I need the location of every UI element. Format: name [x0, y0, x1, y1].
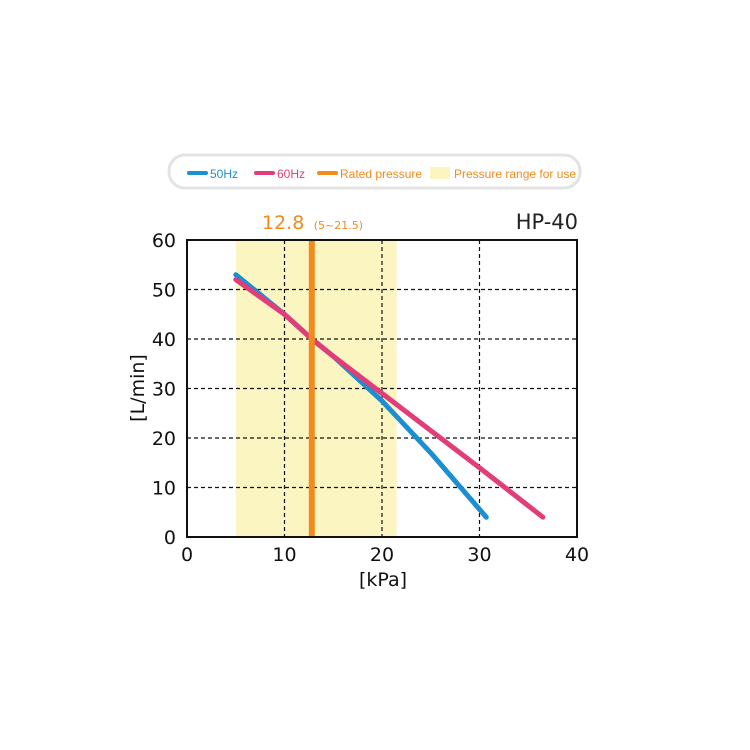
- legend-swatch-range: [430, 167, 450, 179]
- x-tick-label: 0: [181, 544, 193, 566]
- tick-labels: 0 10 20 30 40 0 10 20 30 40 50 60: [152, 230, 589, 566]
- legend-label: Rated pressure: [340, 167, 422, 181]
- y-tick-label: 0: [164, 527, 176, 549]
- series-layer: [233, 272, 546, 520]
- y-tick-label: 10: [152, 478, 176, 500]
- legend: 50Hz 60Hz Rated pressure Pressure range for…: [167, 153, 582, 190]
- x-axis-label: [kPa]: [359, 569, 407, 591]
- x-tick-label: 10: [272, 544, 296, 566]
- model-title: HP-40: [516, 210, 578, 234]
- series-line-60hz: [233, 277, 546, 520]
- rated-pressure-annotation: 12.8 (5~21.5): [262, 212, 363, 234]
- y-tick-label: 40: [152, 329, 176, 351]
- y-tick-label: 60: [152, 230, 176, 252]
- legend-label: 50Hz: [210, 167, 238, 181]
- legend-frame: [167, 153, 582, 190]
- y-tick-label: 50: [152, 280, 176, 302]
- y-axis-label: [L/min]: [127, 354, 149, 422]
- legend-items: 50Hz 60Hz Rated pressure Pressure range for…: [187, 167, 576, 181]
- rated-pressure-value: 12.8: [262, 212, 304, 234]
- plot-frame: [186, 239, 578, 538]
- x-tick-label: 40: [565, 544, 589, 566]
- rated-pressure-range: (5~21.5): [314, 219, 363, 232]
- legend-label: Pressure range for use: [454, 167, 576, 181]
- x-tick-label: 30: [467, 544, 491, 566]
- x-tick-label: 20: [370, 544, 394, 566]
- legend-label: 60Hz: [277, 167, 305, 181]
- y-tick-label: 30: [152, 379, 176, 401]
- y-tick-label: 20: [152, 428, 176, 450]
